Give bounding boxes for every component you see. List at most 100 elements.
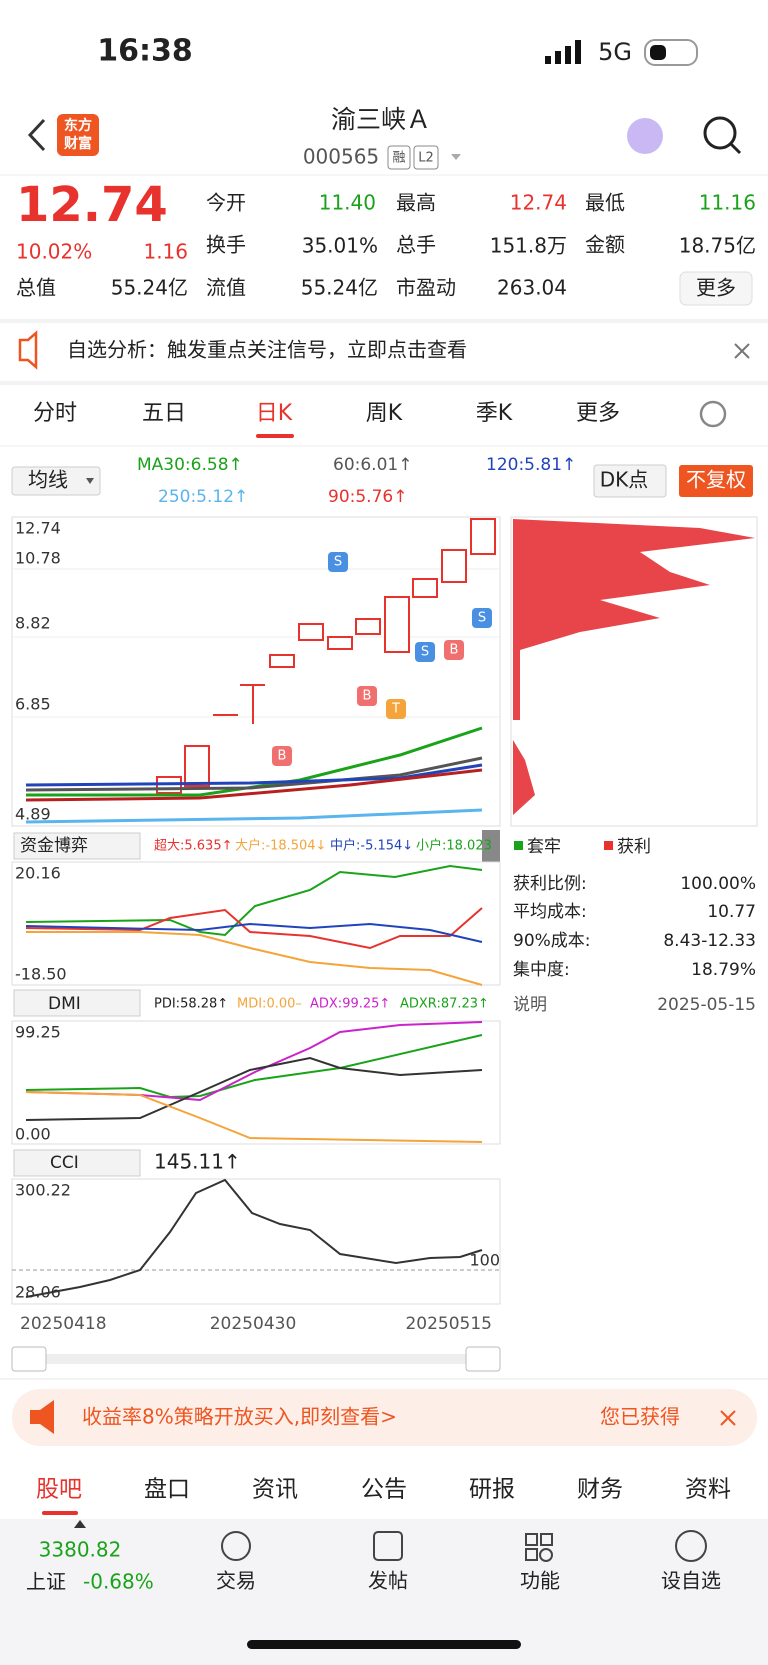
stat-label: 90%成本: [513,931,591,951]
dk-button[interactable] [593,464,667,498]
chip-stats: 获利比例: 100.00% 平均成本: 10.77 90%成本: 8.43-12.33… [513,874,756,1015]
ma-label: 90:5.76↑ [328,487,407,507]
axis-label: 99.25 [15,1023,61,1042]
robot-icon[interactable] [627,118,663,154]
cci-select[interactable] [13,1149,141,1177]
chip-legend: 获利 [617,837,651,857]
scroll-handle[interactable] [11,1346,47,1372]
indicator-name: 资金博弈 [20,836,88,856]
price-axis: 6.85 [15,695,51,714]
signal: B [363,689,372,704]
footer-button[interactable]: 设自选 [661,1569,721,1593]
tab[interactable]: 盘口 [144,1477,190,1503]
date-label: 20250515 [405,1314,492,1334]
signal: B [278,749,287,764]
tab[interactable]: 季K [476,401,513,426]
tab[interactable]: 分时 [33,401,77,426]
indicator-item: MDI:0.00– [237,997,302,1012]
axis-label: 300.22 [15,1181,71,1200]
back[interactable] [27,118,46,152]
stock-code: 000565 [303,145,379,169]
field-label: 流值 [206,276,246,300]
indicator-item: ADX:99.25↑ [310,997,390,1012]
indicator-item: ADXR:87.23↑ [400,997,489,1012]
field-label: 总手 [396,233,436,257]
fq-label: 不复权 [686,468,746,492]
close[interactable] [734,343,750,359]
field-label: 换手 [206,233,246,257]
indicator-item: 小户:18.023 [416,838,492,854]
zijin-frame [11,861,501,986]
indicator-item: 中户:-5.154↓ [330,838,413,854]
field-label: 总值 [16,276,56,300]
ma-lines [25,726,483,824]
divider [0,381,768,385]
tab[interactable]: 周K [366,401,403,426]
zijin-lines [25,864,483,986]
scroll-handle[interactable] [465,1346,501,1372]
stat-value: 100.00% [680,874,756,894]
indicator-item: 大户:-18.504↓ [235,838,326,854]
network: 5G [598,38,632,66]
scrollbar[interactable] [12,1354,500,1364]
stat-label: 集中度: [513,960,570,980]
footer-button[interactable]: 发帖 [368,1569,408,1593]
expand[interactable] [482,830,500,862]
tab[interactable]: 资讯 [252,1477,298,1503]
tab-underline [256,434,294,438]
tab[interactable]: 股吧 [36,1477,82,1503]
field-value: 12.74 [510,191,567,215]
footer-button[interactable]: 交易 [216,1569,256,1593]
field-label: 市盈动 [396,276,456,300]
badge [413,145,439,170]
axis-label: 100 [469,1251,500,1270]
chip-profile [513,519,755,720]
dropdown[interactable] [451,154,461,160]
chip-frame [510,516,758,827]
fq-button[interactable] [679,465,753,497]
badge [387,145,411,170]
axis-label: -18.50 [15,965,67,984]
more-button[interactable] [679,271,753,306]
close[interactable] [720,1410,736,1426]
ma-label: 250:5.12↑ [158,487,248,507]
tab[interactable]: 更多 [576,401,620,426]
field-value: 55.24亿 [301,276,378,300]
tab[interactable]: 五日 [142,401,186,426]
banner-text: 收益率8%策略开放买入,即刻查看> [82,1405,397,1429]
indicator-name: CCI [50,1153,79,1173]
zijin-select[interactable] [13,832,141,860]
tab[interactable]: 财务 [577,1477,623,1503]
notice[interactable]: 自选分析：触发重点关注信号，立即点击查看 [67,338,467,362]
note[interactable]: 说明 [513,995,547,1015]
field-value: 35.01% [302,234,378,258]
ad-banner[interactable] [12,1389,757,1446]
date: 2025-05-15 [657,995,756,1015]
quote-fields: 今开 11.40 最高 12.74 最低 11.16 换手 35.01% 总手 … [16,191,756,300]
index-pct: -0.68% [83,1570,154,1594]
ma-select[interactable] [11,466,101,496]
settings-icon[interactable] [699,400,727,428]
battery-level [650,45,666,60]
stat-value: 18.79% [691,960,756,980]
tab[interactable]: 日K [256,401,293,426]
footer-button[interactable]: 功能 [520,1569,560,1593]
date-label: 20250418 [20,1314,107,1334]
badge-text: 融 [392,151,405,166]
field-value: 55.24亿 [111,276,188,300]
logo-text: 东方 [64,117,92,134]
tab[interactable]: 资料 [685,1477,731,1503]
dmi-select[interactable] [13,989,141,1017]
ma-label: 60:6.01↑ [333,455,412,475]
signal: S [334,555,342,570]
stat-label: 平均成本: [513,902,587,922]
tab[interactable]: 研报 [469,1477,515,1503]
tab[interactable]: 公告 [361,1477,407,1503]
signal-icon [545,40,581,64]
search-icon[interactable] [703,116,737,150]
axis-label: 20.16 [15,864,61,883]
chip-legend: 套牢 [527,837,561,857]
stat-value: 10.77 [707,902,756,922]
ma-label: 120:5.81↑ [486,455,576,475]
indicator-value: 145.11↑ [154,1150,241,1174]
